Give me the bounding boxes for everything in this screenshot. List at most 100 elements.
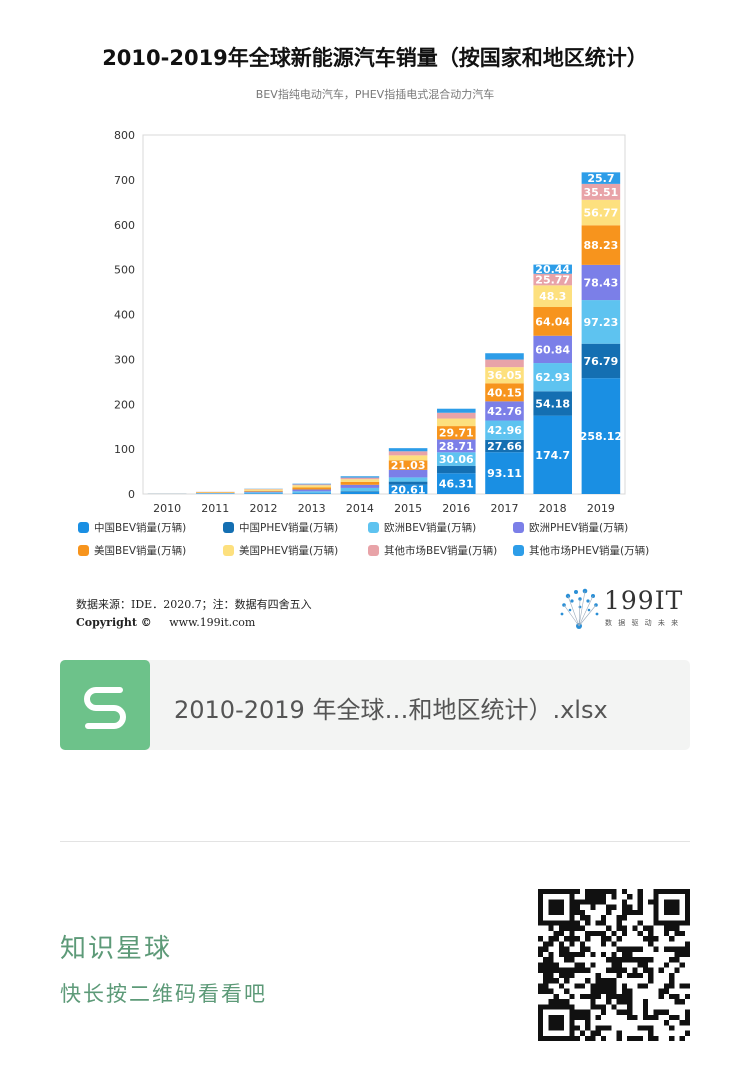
bar-segment	[388, 484, 428, 494]
data-label: 36.05	[487, 369, 522, 382]
bar-segment	[533, 391, 572, 416]
bar-segment	[437, 426, 476, 440]
data-source-note: 数据来源：IDE．2020.7；注：数据有四舍五入	[76, 598, 312, 611]
legend-item: 其他市场BEV销量(万辆)	[368, 543, 513, 558]
bar-segment	[485, 383, 524, 402]
bar-segment	[533, 307, 572, 336]
bar-segment	[581, 199, 621, 226]
qr-code-icon[interactable]	[538, 889, 690, 1041]
file-name[interactable]: 2010-2019 年全球…和地区统计）.xlsx	[174, 696, 608, 724]
y-tick-label: 200	[114, 398, 135, 411]
x-tick-label: 2012	[250, 502, 278, 515]
bar-segment	[244, 490, 283, 492]
bar-segment	[292, 484, 331, 486]
data-label: 35.51	[584, 186, 619, 199]
bar-segment	[340, 476, 380, 478]
data-label: 76.79	[584, 355, 619, 368]
bar-segment	[485, 367, 524, 384]
bar-segment	[388, 448, 428, 452]
y-tick-label: 400	[114, 309, 135, 322]
y-tick-label: 600	[114, 219, 135, 232]
bar-segment	[244, 492, 283, 494]
legend-item: 其他市场PHEV销量(万辆)	[513, 543, 658, 558]
bar-segment	[388, 451, 428, 456]
bar-segment	[485, 359, 524, 368]
bar-segment	[533, 264, 572, 274]
bar-segment	[533, 363, 572, 392]
legend-label: 中国BEV销量(万辆)	[94, 522, 187, 534]
data-label: 20.61	[391, 483, 426, 496]
legend-label: 美国PHEV销量(万辆)	[239, 545, 339, 557]
bar-segment	[581, 183, 621, 200]
bar-segment	[244, 491, 283, 493]
legend-swatch	[513, 545, 524, 556]
data-label: 25.7	[587, 172, 614, 185]
footer-subtitle: 快长按二维码看看吧	[60, 982, 267, 1006]
bar-segment	[485, 452, 524, 494]
data-label: 42.76	[487, 405, 522, 418]
chart-title: 2010-2019年全球新能源汽车销量（按国家和地区统计）	[102, 46, 648, 70]
legend-swatch	[78, 545, 89, 556]
legend-label: 其他市场PHEV销量(万辆)	[529, 545, 650, 557]
bar-segment	[388, 469, 428, 478]
data-label: 30.06	[439, 453, 474, 466]
bar-segment	[292, 489, 331, 492]
x-tick-label: 2017	[491, 502, 519, 515]
brand-slogan: 数 据 驱 动 未 来	[605, 619, 681, 627]
bar-segment	[388, 460, 428, 470]
data-label: 78.43	[584, 276, 619, 289]
footer-title: 知识星球	[60, 934, 173, 964]
legend-item: 欧洲PHEV销量(万辆)	[513, 520, 658, 535]
bar-segment	[340, 481, 380, 485]
legend-item: 欧洲BEV销量(万辆)	[368, 520, 513, 535]
bar-segment	[581, 172, 621, 184]
bar-segment	[292, 491, 331, 494]
data-label: 60.84	[535, 343, 570, 356]
y-tick-label: 300	[114, 353, 135, 366]
legend-label: 欧洲BEV销量(万辆)	[384, 522, 477, 534]
chart-legend: 中国BEV销量(万辆) 中国PHEV销量(万辆) 欧洲BEV销量(万辆) 欧洲PHEV…	[78, 520, 698, 558]
file-attachment-card[interactable]: 2010-2019 年全球…和地区统计）.xlsx	[60, 660, 690, 750]
bar-segment	[485, 420, 524, 440]
data-label: 20.44	[535, 263, 570, 276]
data-label: 62.93	[535, 371, 570, 384]
bar-segment	[388, 477, 428, 482]
data-label: 88.23	[584, 239, 619, 252]
data-label: 174.7	[535, 449, 570, 462]
data-label: 42.96	[487, 424, 522, 437]
bar-segment	[533, 415, 572, 494]
copyright-label: Copyright ©	[76, 616, 152, 629]
bar-segment	[292, 487, 331, 490]
bar-segment	[340, 479, 380, 482]
chart-subtitle: BEV指纯电动汽车，PHEV指插电式混合动力汽车	[255, 88, 495, 101]
stacked-bar-chart: 0 100 200 300 400 500 600 700 800 2010 2011 2012 201…	[114, 129, 626, 515]
bar-segment	[292, 493, 331, 494]
dandelion-logo-icon	[560, 588, 599, 629]
x-tick-label: 2016	[442, 502, 470, 515]
bar-segment	[581, 225, 621, 265]
bar-segment	[340, 491, 380, 494]
data-label: 29.71	[439, 427, 474, 440]
x-tick-label: 2015	[394, 502, 422, 515]
bar-segment	[292, 485, 331, 488]
x-tick-label: 2014	[346, 502, 374, 515]
plot-frame	[142, 134, 626, 495]
data-label: 28.71	[439, 440, 474, 453]
bar-segment	[485, 439, 524, 453]
x-tick-label: 2018	[539, 502, 567, 515]
bar-segment	[581, 343, 621, 379]
legend-swatch	[78, 522, 89, 533]
legend-item: 美国PHEV销量(万辆)	[223, 543, 368, 558]
brand-logo: 199IT 数 据 驱 动 未 来	[556, 586, 696, 632]
bar-segment	[340, 491, 380, 492]
bar-segment	[437, 408, 476, 413]
data-label: 46.31	[439, 478, 474, 491]
bar-segment	[581, 300, 621, 344]
y-tick-label: 800	[114, 129, 135, 142]
bar-segment	[196, 493, 235, 494]
bar-segment	[485, 401, 524, 421]
data-label: 97.23	[584, 316, 619, 329]
bar-segment	[581, 378, 621, 494]
data-label: 25.77	[535, 274, 570, 287]
legend-swatch	[368, 545, 379, 556]
